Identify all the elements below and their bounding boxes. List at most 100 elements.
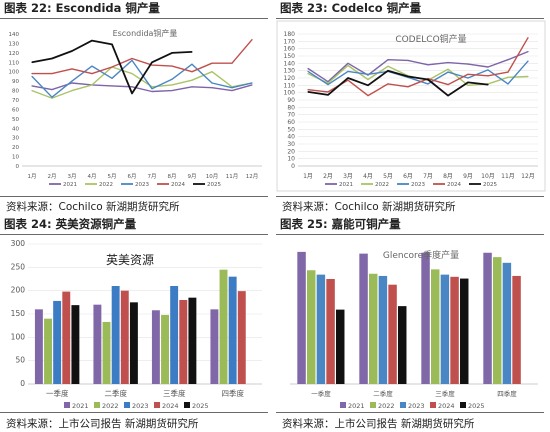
legend-swatch-2025 xyxy=(184,402,190,408)
y-tick-label: 200 xyxy=(11,286,26,295)
x-tick-label: 三季度 xyxy=(435,389,455,398)
legend-label: 2023 xyxy=(411,182,425,188)
data-point-2024 xyxy=(171,65,173,67)
data-point-2024 xyxy=(347,79,349,81)
data-point-2025 xyxy=(387,70,389,72)
y-tick-label: 100 xyxy=(9,70,20,76)
data-point-2021 xyxy=(447,62,449,64)
source-rule xyxy=(276,196,544,197)
title-rule xyxy=(276,234,544,235)
data-point-2021 xyxy=(111,85,113,87)
data-point-2023 xyxy=(31,75,33,78)
y-tick-label: 300 xyxy=(11,239,26,248)
legend-swatch-2022 xyxy=(370,402,376,408)
x-tick-label: 9月 xyxy=(463,173,473,180)
data-point-2023 xyxy=(507,83,509,85)
source-rule xyxy=(0,196,268,197)
y-tick-label: 80 xyxy=(12,89,19,95)
data-point-2021 xyxy=(467,63,469,65)
x-tick-label: 10月 xyxy=(206,173,219,180)
bar-2023 xyxy=(440,274,450,384)
bar-2023 xyxy=(111,286,120,384)
legend-label: 2025 xyxy=(207,182,221,188)
y-tick-label: 160 xyxy=(284,46,296,53)
data-point-2024 xyxy=(367,95,369,97)
data-point-2025 xyxy=(191,51,193,53)
escondida-line-chart: 0 10 20 30 40 50 60 70 80 90 100 110 120 130 140 1月 2月 3月… xyxy=(9,28,262,188)
data-point-2022 xyxy=(387,65,389,67)
legend-swatch-2025 xyxy=(460,402,466,408)
bar-2021 xyxy=(421,252,430,384)
chart-title: CODELCO铜产量 xyxy=(395,33,466,45)
panel-anglo-american: 图表 24: 英美资源铜产量 0 50 100 150 200 250 300 一季度 二季度 三… xyxy=(0,216,270,432)
data-point-2021 xyxy=(211,87,213,89)
legend-label: 2021 xyxy=(339,182,353,188)
legend-label: 2025 xyxy=(468,402,485,410)
bar-2021 xyxy=(297,251,306,384)
y-tick-label: 80 xyxy=(287,104,295,111)
bar-2025 xyxy=(129,302,138,384)
anglo-american-bar-chart: 0 50 100 150 200 250 300 一季度 二季度 三季度 四季度 英美资源 2021 20… xyxy=(11,239,262,410)
bar-2024 xyxy=(450,276,459,384)
panel-escondida: 图表 22: Escondida 铜产量 0 10 20 30 40 50 60 70 80 90… xyxy=(0,0,270,216)
bar-2025 xyxy=(398,306,407,384)
x-tick-label: 2月 xyxy=(323,173,333,180)
data-point-2024 xyxy=(447,84,449,86)
y-tick-label: 100 xyxy=(11,332,26,341)
y-tick-label: 90 xyxy=(12,79,19,85)
title-rule xyxy=(276,18,544,19)
y-tick-label: 0 xyxy=(20,379,25,388)
data-point-2022 xyxy=(31,89,33,92)
series-line-2024 xyxy=(307,37,529,97)
data-point-2025 xyxy=(367,84,369,86)
legend-label: 2021 xyxy=(63,182,77,188)
data-point-2021 xyxy=(507,59,509,61)
bar-2024 xyxy=(512,275,521,384)
data-point-2023 xyxy=(131,59,133,62)
x-tick-label: 2月 xyxy=(48,173,57,180)
y-tick-label: 0 xyxy=(16,164,20,170)
x-tick-label: 6月 xyxy=(128,173,137,180)
data-point-2023 xyxy=(191,63,193,65)
legend-label: 2024 xyxy=(447,182,461,188)
data-point-2024 xyxy=(71,68,73,70)
y-tick-label: 150 xyxy=(284,53,296,60)
legend-swatch-2023 xyxy=(400,402,406,408)
data-point-2023 xyxy=(467,77,469,79)
y-tick-label: 40 xyxy=(287,134,295,141)
bar-2025 xyxy=(71,305,80,384)
bar-2021 xyxy=(93,304,102,384)
data-point-2025 xyxy=(151,61,153,63)
y-tick-label: 110 xyxy=(9,60,20,66)
data-point-2025 xyxy=(467,81,469,83)
bar-2023 xyxy=(170,286,179,384)
x-tick-label: 1月 xyxy=(28,173,37,180)
data-point-2022 xyxy=(527,75,529,78)
legend-label: 2022 xyxy=(375,182,389,188)
bar-2022 xyxy=(492,257,502,384)
bar-2021 xyxy=(151,310,160,384)
bar-2024 xyxy=(179,300,188,384)
y-tick-label: 50 xyxy=(287,126,295,133)
data-point-2021 xyxy=(387,59,389,61)
source-rule xyxy=(0,412,268,413)
y-tick-label: 70 xyxy=(12,98,19,104)
y-tick-label: 50 xyxy=(15,356,25,365)
series-line-2024 xyxy=(32,39,253,75)
legend-label: 2021 xyxy=(72,402,89,410)
bar-2021 xyxy=(483,252,492,384)
data-point-2023 xyxy=(171,78,173,80)
bar-2024 xyxy=(62,291,71,384)
data-point-2025 xyxy=(131,92,133,94)
source-note: 资料来源：Cochilco 新湖期货研究所 xyxy=(282,201,456,213)
source-note: 资料来源：Cochilco 新湖期货研究所 xyxy=(6,201,180,213)
data-point-2025 xyxy=(427,78,429,81)
data-point-2025 xyxy=(31,61,33,63)
y-tick-label: 90 xyxy=(287,97,295,104)
data-point-2024 xyxy=(211,62,213,64)
x-tick-label: 4月 xyxy=(363,173,373,180)
legend-label: 2023 xyxy=(408,402,425,410)
legend-label: 2025 xyxy=(192,402,209,410)
data-point-2024 xyxy=(487,75,489,77)
data-point-2024 xyxy=(327,91,329,93)
